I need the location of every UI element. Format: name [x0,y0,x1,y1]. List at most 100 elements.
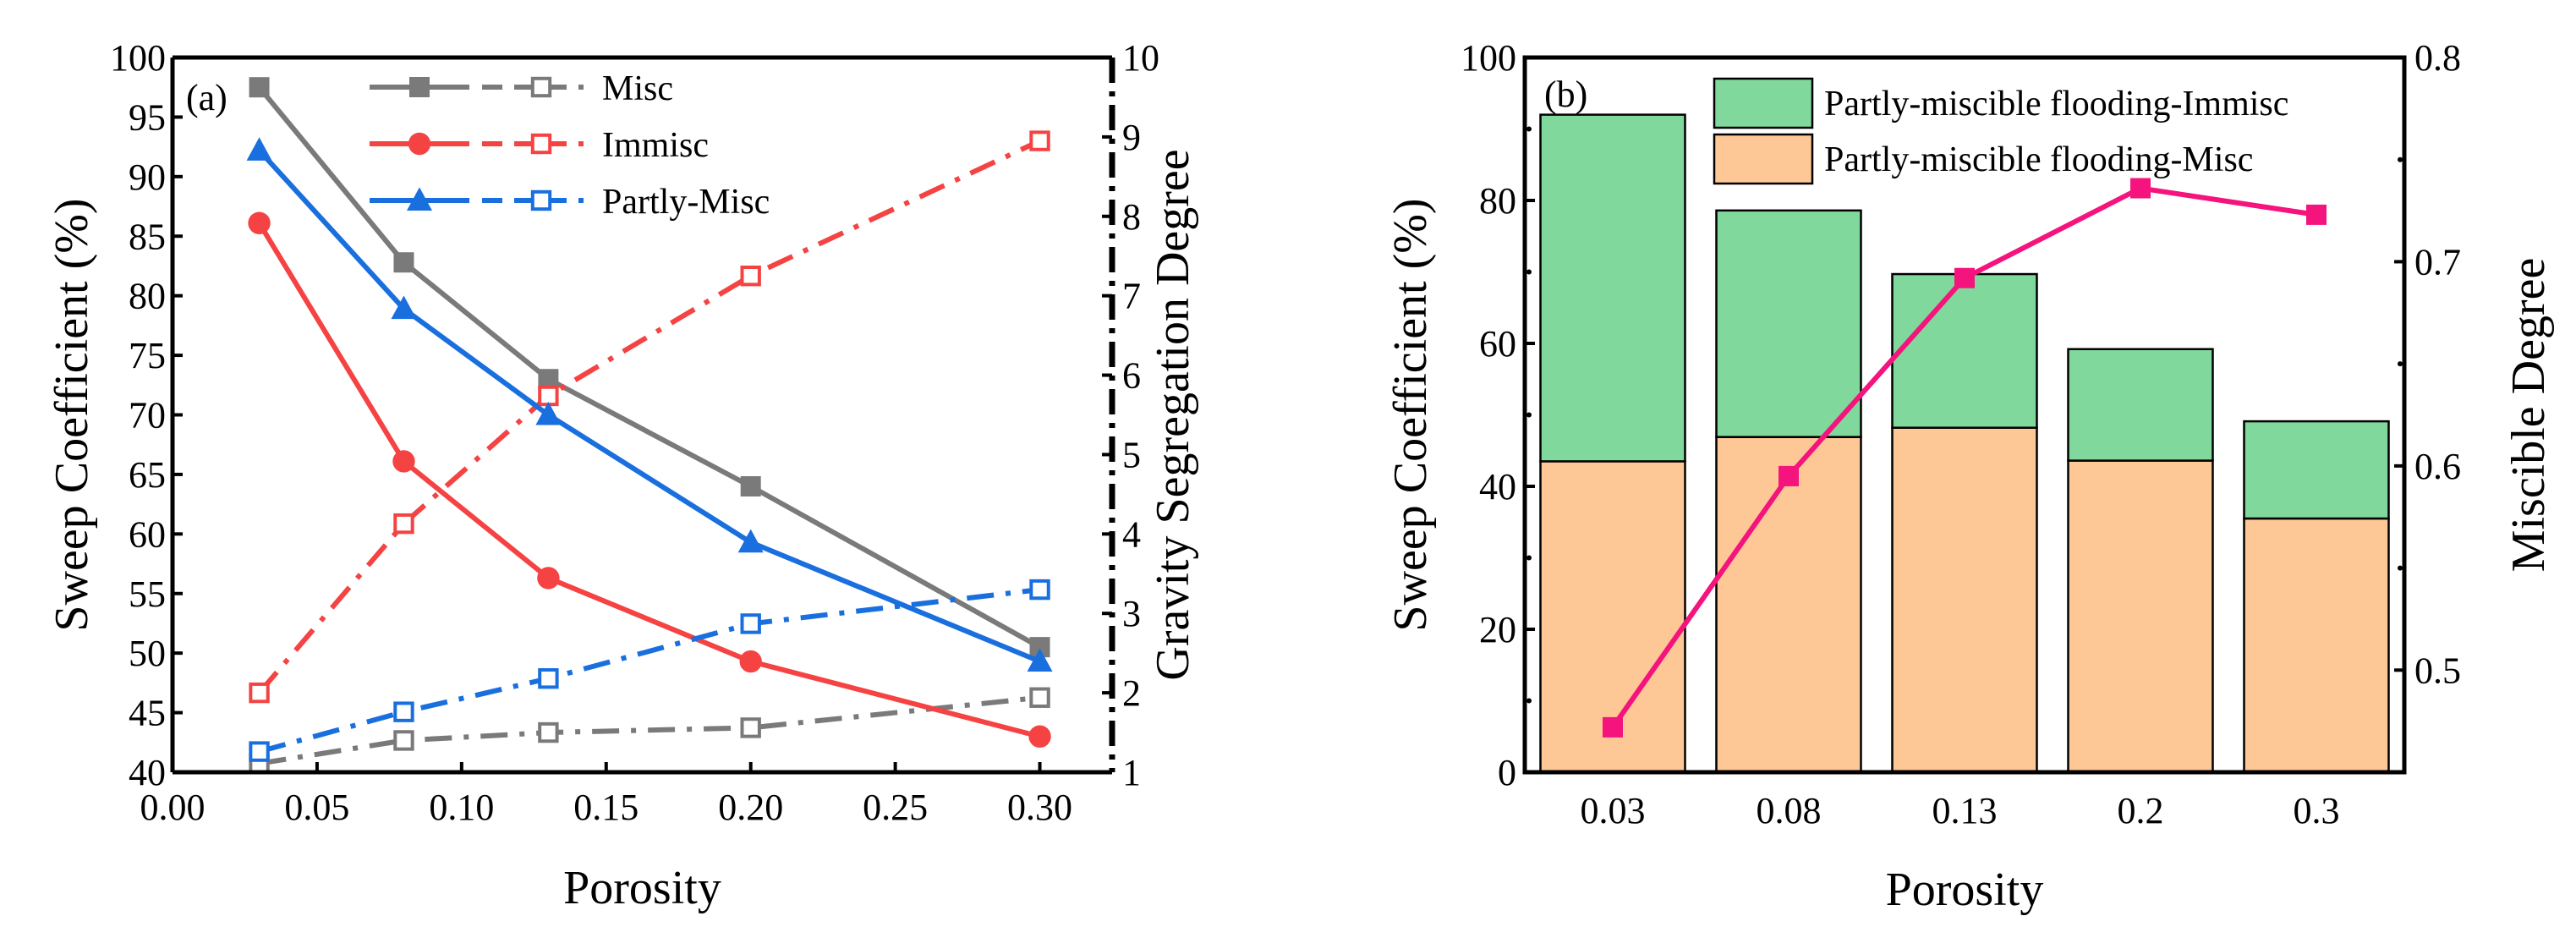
y-minor-tick [1526,698,1532,704]
segregation-point [1029,579,1050,601]
y2-tick-label: 8 [1122,196,1141,238]
miscible-degree-point [1779,465,1799,486]
legend-marker-filled [407,187,432,211]
segregation-point [249,682,270,704]
y-tick-label: 100 [1461,37,1516,79]
sweep-point [246,137,272,161]
y-tick-label: 90 [129,156,166,198]
sweep-point [1027,648,1053,672]
y-tick-label: 40 [1479,466,1516,507]
series-partly-misc [246,137,1053,762]
y-tick-label: 80 [1479,180,1516,222]
legend-label: Partly-miscible flooding-Misc [1824,140,2253,179]
legend-label: Partly-miscible flooding-Immisc [1824,85,2288,123]
y-tick-label: 100 [110,37,166,79]
plot-frame [1522,55,2407,775]
x-tick-label: 0.10 [429,787,494,828]
sweep-point [249,77,270,98]
legend-label: Immisc [602,126,709,165]
legend-swatch [1713,133,1814,185]
miscible-degree-point [1603,716,1623,738]
bar-misc [2067,459,2214,774]
y2-minor-tick [2398,565,2403,571]
y2-tick-label: 3 [1122,593,1141,634]
y-minor-tick [1526,269,1532,275]
segregation-point [393,701,414,722]
legend-marker-open [530,189,552,211]
x-tick-label: 0.30 [1007,787,1072,828]
y-tick-label: 40 [129,752,166,793]
sweep-point [391,295,417,320]
sweep-point [740,476,761,496]
segregation-point [393,513,414,535]
y2-tick-label: 0.5 [2414,650,2461,691]
segregation-point [740,613,761,634]
y2-tick-label: 9 [1122,117,1141,158]
legend-marker-filled [408,132,431,156]
segregation-point [1029,130,1050,151]
legend-swatch [1713,77,1814,129]
miscible-degree-point [2306,204,2327,225]
sweep-point [737,529,764,553]
sweep-point [1028,725,1051,748]
y-tick-label: 60 [129,513,166,555]
bar-immisc [1715,209,1862,438]
panel-label: (b) [1544,74,1587,115]
series-immisc [248,130,1051,748]
y2-minor-tick [2398,156,2403,162]
series-misc [249,77,1050,774]
y-tick-label: 55 [129,573,166,615]
chart-b: 0.03 0.08 0.13 0.2 0.3 0 20 40 60 80 100 0.5 0.6 0.7 0… [1384,37,2555,916]
bar-immisc [1539,113,1686,463]
y2-tick-label: 10 [1122,37,1159,79]
segregation-point [538,721,559,743]
legend-marker-open [530,76,552,98]
y-tick-label: 20 [1479,609,1516,650]
y-tick-label: 85 [129,216,166,257]
y-tick-label: 75 [129,335,166,376]
y2-tick-label: 2 [1122,672,1141,714]
y-minor-tick [1526,412,1532,418]
sweep-point [392,450,415,473]
y-tick-label: 80 [129,276,166,317]
y-axis-title: Sweep Coefficient (%) [1384,198,1437,631]
y2-tick-label: 6 [1122,355,1141,397]
y2-tick-label: 0.6 [2414,446,2461,487]
y2-tick-label: 7 [1122,276,1141,317]
x-tick-label: 0.2 [2118,790,2164,831]
legend-marker-filled [409,77,430,97]
bar-misc [1891,426,2038,774]
segregation-point [1029,687,1050,708]
sweep-point [248,211,271,234]
y2-axis-title: Miscible Degree [2502,258,2555,573]
sweep-point [393,252,414,273]
y-tick-label: 45 [129,693,166,734]
legend-label: Partly-Misc [602,183,770,222]
legend-marker-open [530,133,552,155]
legend-label: Misc [602,69,673,108]
miscible-degree-point [1954,267,1975,288]
y-tick-label: 95 [129,96,166,138]
sweep-point [535,401,562,425]
x-tick-label: 0.3 [2294,790,2340,831]
y-tick-label: 65 [129,454,166,496]
panel-label: (a) [186,77,227,118]
x-tick-label: 0.03 [1581,790,1646,831]
y2-tick-label: 1 [1122,752,1141,793]
segregation-point [740,717,761,738]
bar-misc [1715,436,1862,774]
y-tick-label: 50 [129,633,166,674]
bar-immisc [2243,420,2390,520]
segregation-point [249,741,270,762]
x-tick-label: 0.00 [140,787,206,828]
y2-axis-title: Gravity Segregation Degree [1147,149,1199,680]
x-axis-title: Porosity [1886,864,2044,916]
y-minor-tick [1526,126,1532,132]
segregation-point [538,668,559,689]
bar-misc [2243,517,2390,774]
miscible-degree-point [2130,178,2151,199]
y2-tick-label: 4 [1122,513,1141,555]
y2-minor-tick [2398,361,2403,367]
y-minor-tick [1526,555,1532,561]
x-tick-label: 0.13 [1932,790,1998,831]
